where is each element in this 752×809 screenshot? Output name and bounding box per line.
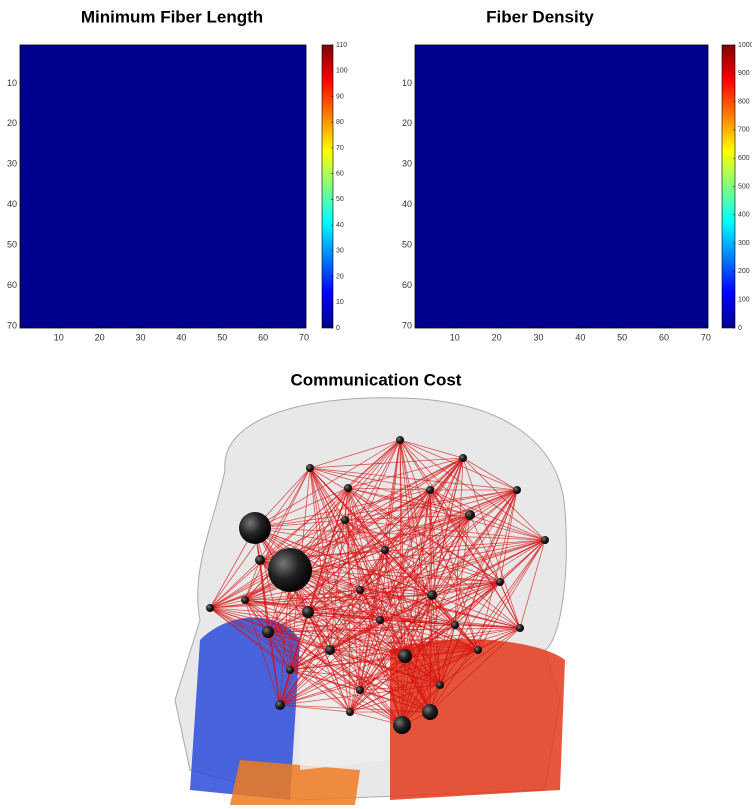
network-node <box>306 464 314 472</box>
network-node <box>302 606 314 618</box>
network-node <box>346 708 354 716</box>
network-node <box>426 486 434 494</box>
x-tick-label: 70 <box>701 332 711 342</box>
network-node <box>513 486 521 494</box>
colorbar-tick-label: 900 <box>738 70 750 77</box>
colorbar-tick-label: 110 <box>336 42 347 49</box>
x-tick-label: 10 <box>450 332 460 342</box>
network-node <box>398 649 412 663</box>
network-node <box>474 646 482 654</box>
y-tick-label: 50 <box>7 239 17 249</box>
y-tick-label: 60 <box>7 280 17 290</box>
colorbar-tick-label: 100 <box>336 68 348 75</box>
network-node <box>262 626 274 638</box>
y-tick-label: 30 <box>402 159 412 169</box>
chart-title: Communication Cost <box>291 370 462 389</box>
y-tick-label: 10 <box>402 78 412 88</box>
colorbar-tick-label: 0 <box>738 325 742 332</box>
colorbar-tick-label: 100 <box>738 297 750 304</box>
network-node <box>376 616 384 624</box>
x-tick-label: 50 <box>217 332 227 342</box>
network-node <box>422 704 438 720</box>
network-node <box>356 686 364 694</box>
network-node <box>356 586 364 594</box>
colorbar-tick-label: 800 <box>738 98 750 105</box>
network-node <box>393 716 411 734</box>
network-node <box>241 596 249 604</box>
colorbar-tick-label: 600 <box>738 155 750 162</box>
x-tick-label: 70 <box>299 332 309 342</box>
network-node <box>206 604 214 612</box>
y-tick-label: 20 <box>7 118 17 128</box>
y-tick-label: 30 <box>7 159 17 169</box>
x-tick-label: 10 <box>54 332 64 342</box>
colorbar-tick-label: 1000 <box>738 42 752 49</box>
network-node <box>341 516 349 524</box>
x-tick-label: 20 <box>95 332 105 342</box>
network-node <box>239 512 271 544</box>
plot-area <box>20 45 306 328</box>
brain-render <box>175 398 566 805</box>
colorbar-tick-label: 30 <box>336 248 344 255</box>
network-node <box>268 548 312 592</box>
y-tick-label: 70 <box>7 320 17 330</box>
x-tick-label: 40 <box>176 332 186 342</box>
colorbar-tick-label: 70 <box>336 145 344 152</box>
x-tick-label: 30 <box>533 332 543 342</box>
network-node <box>459 454 467 462</box>
colorbar-tick-label: 200 <box>738 268 750 275</box>
figure: Minimum Fiber Length 10 20 30 40 50 60 70 10 20 30… <box>0 0 752 809</box>
colorbar-tick-label: 700 <box>738 127 750 134</box>
network-node <box>275 700 285 710</box>
colorbar-tick-label: 80 <box>336 119 344 126</box>
network-node <box>516 624 524 632</box>
y-tick-label: 40 <box>7 199 17 209</box>
colorbar <box>322 45 333 328</box>
chart-title: Fiber Density <box>486 7 594 26</box>
x-tick-label: 40 <box>575 332 585 342</box>
network-node <box>325 645 335 655</box>
network-node <box>496 578 504 586</box>
x-tick-label: 50 <box>617 332 627 342</box>
colorbar-tick-label: 500 <box>738 183 750 190</box>
x-tick-label: 60 <box>258 332 268 342</box>
network-node <box>286 666 294 674</box>
network-node <box>344 484 352 492</box>
network-node <box>381 546 389 554</box>
network-node <box>465 510 475 520</box>
network-node <box>427 590 437 600</box>
y-tick-label: 10 <box>7 78 17 88</box>
colorbar-tick-label: 20 <box>336 273 344 280</box>
colorbar-tick-label: 10 <box>336 299 344 306</box>
x-tick-label: 20 <box>492 332 502 342</box>
colorbar-tick-label: 400 <box>738 212 750 219</box>
colorbar-tick-label: 50 <box>336 196 344 203</box>
y-tick-label: 50 <box>402 239 412 249</box>
x-tick-label: 60 <box>659 332 669 342</box>
y-tick-label: 60 <box>402 280 412 290</box>
colorbar-tick-label: 300 <box>738 240 750 247</box>
y-tick-label: 70 <box>402 320 412 330</box>
colorbar-tick-label: 90 <box>336 93 344 100</box>
chart-title: Minimum Fiber Length <box>81 7 263 26</box>
network-node <box>396 436 404 444</box>
network-node <box>451 621 459 629</box>
y-tick-label: 40 <box>402 199 412 209</box>
network-node <box>436 681 444 689</box>
x-tick-label: 30 <box>136 332 146 342</box>
colorbar-tick-label: 0 <box>336 325 340 332</box>
network-node <box>541 536 549 544</box>
plot-area <box>415 45 708 328</box>
network-node <box>255 555 265 565</box>
colorbar-tick-label: 60 <box>336 170 344 177</box>
y-tick-label: 20 <box>402 118 412 128</box>
colorbar-tick-label: 40 <box>336 222 344 229</box>
